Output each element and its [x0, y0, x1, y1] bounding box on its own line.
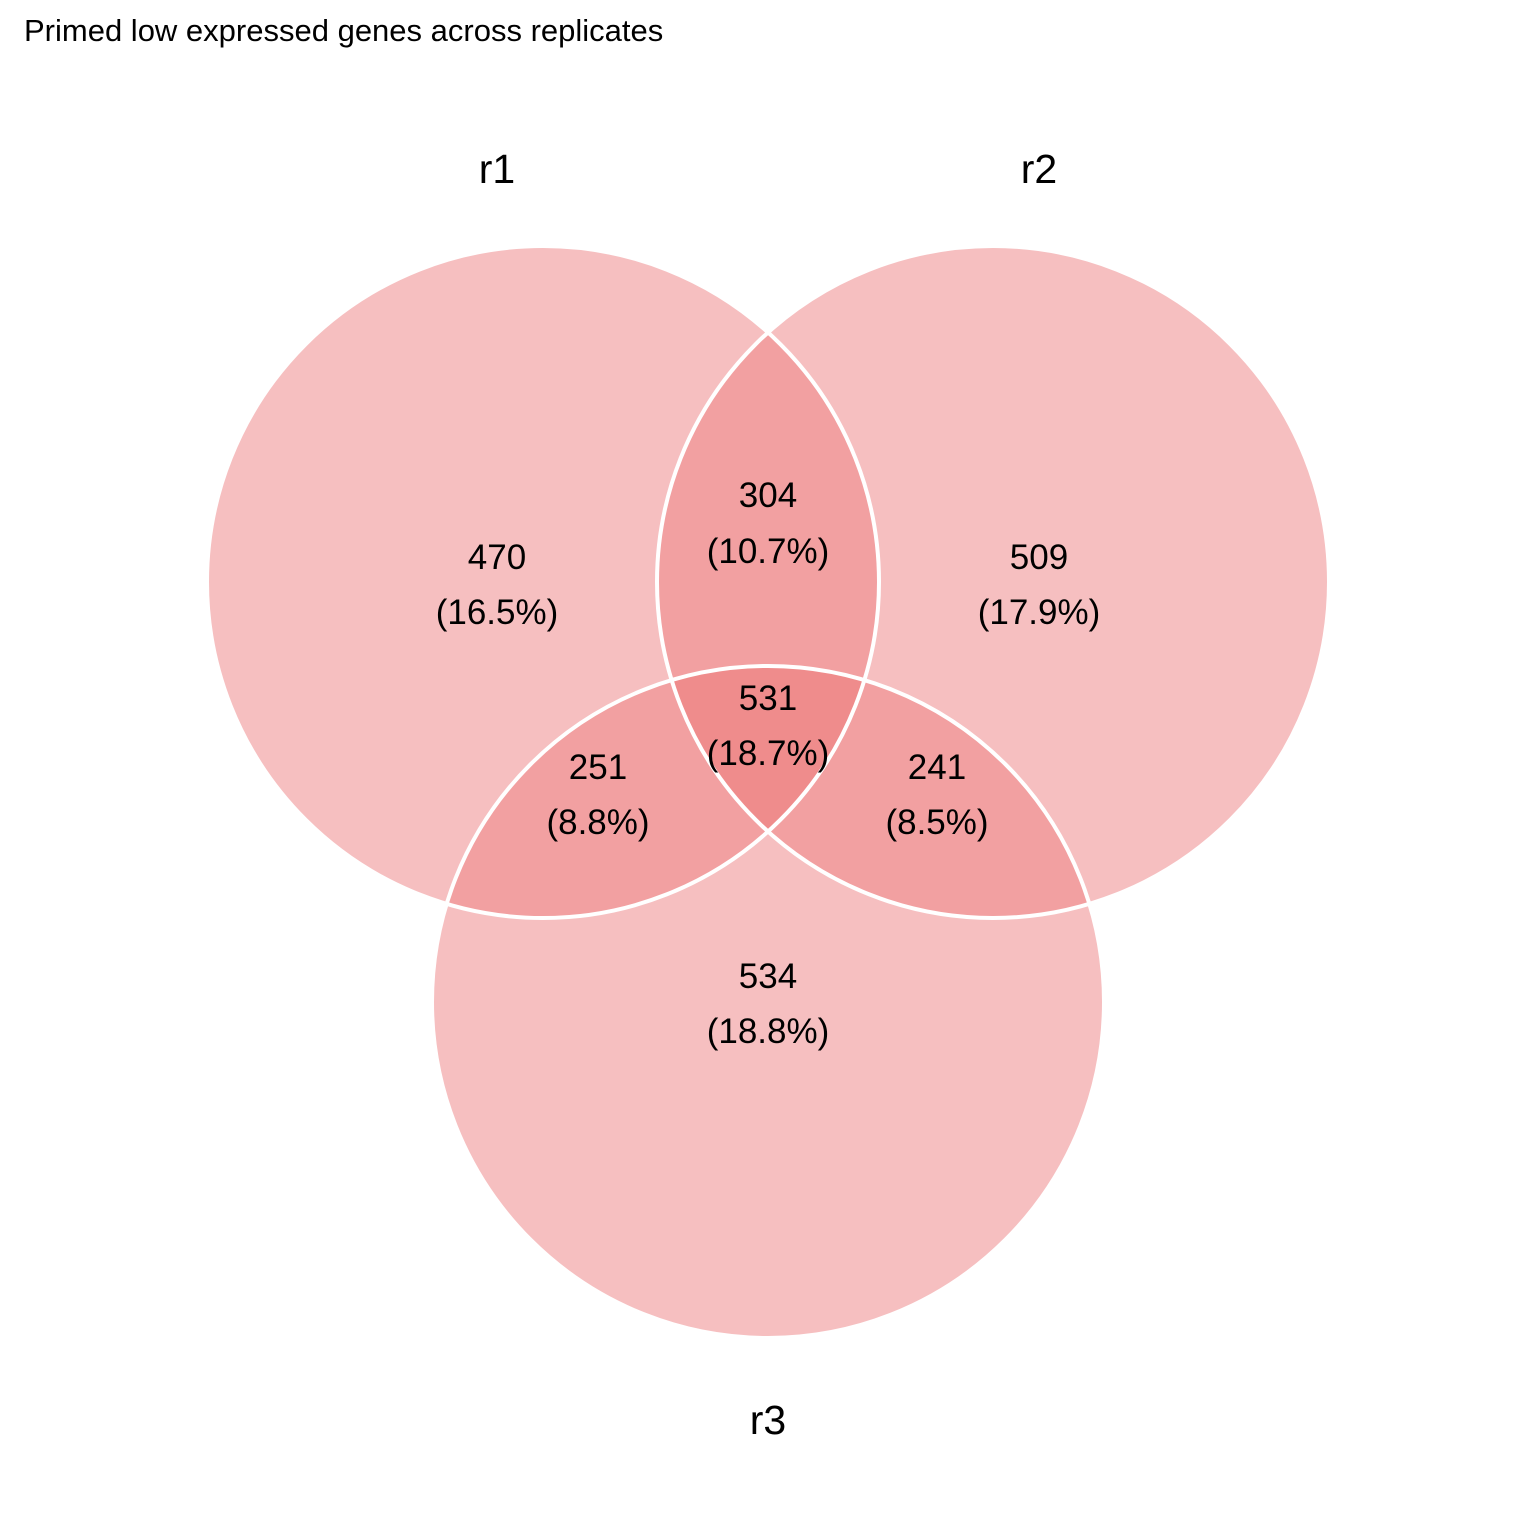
- region-percent: (16.5%): [436, 593, 559, 632]
- region-percent: (17.9%): [978, 593, 1101, 632]
- region-r2-r3-label: 241 (8.5%): [885, 748, 988, 842]
- region-count: 241: [908, 748, 966, 787]
- region-percent: (18.7%): [707, 734, 830, 773]
- region-r3-only-label: 534 (18.8%): [707, 957, 830, 1051]
- region-percent: (8.8%): [546, 803, 649, 842]
- region-percent: (8.5%): [885, 803, 988, 842]
- region-count: 304: [739, 476, 797, 515]
- set-label-r3: r3: [750, 1397, 786, 1443]
- region-r1-r3-label: 251 (8.8%): [546, 748, 649, 842]
- region-count: 531: [739, 679, 797, 718]
- set-r2-outline: [655, 244, 1331, 920]
- set-label-r1: r1: [479, 146, 515, 192]
- region-percent: (10.7%): [707, 532, 830, 571]
- set-outlines: [205, 244, 1331, 1340]
- diagram-title: Primed low expressed genes across replic…: [24, 13, 663, 48]
- overlap-r1-r3-fill: [432, 666, 879, 918]
- region-count: 251: [569, 748, 627, 787]
- set-label-r2: r2: [1021, 146, 1057, 192]
- overlap-r2-r3-fill: [657, 666, 1104, 918]
- set-r1-outline: [205, 244, 881, 920]
- region-r1-only-label: 470 (16.5%): [436, 538, 559, 632]
- set-r3-outline: [430, 664, 1106, 1340]
- region-r1-r2-r3-label: 531 (18.7%): [707, 679, 830, 773]
- region-r2-only-label: 509 (17.9%): [978, 538, 1101, 632]
- region-count: 534: [739, 957, 797, 996]
- region-percent: (18.8%): [707, 1012, 830, 1051]
- region-r1-r2-label: 304 (10.7%): [707, 476, 830, 571]
- region-count: 470: [468, 538, 526, 577]
- region-count: 509: [1010, 538, 1068, 577]
